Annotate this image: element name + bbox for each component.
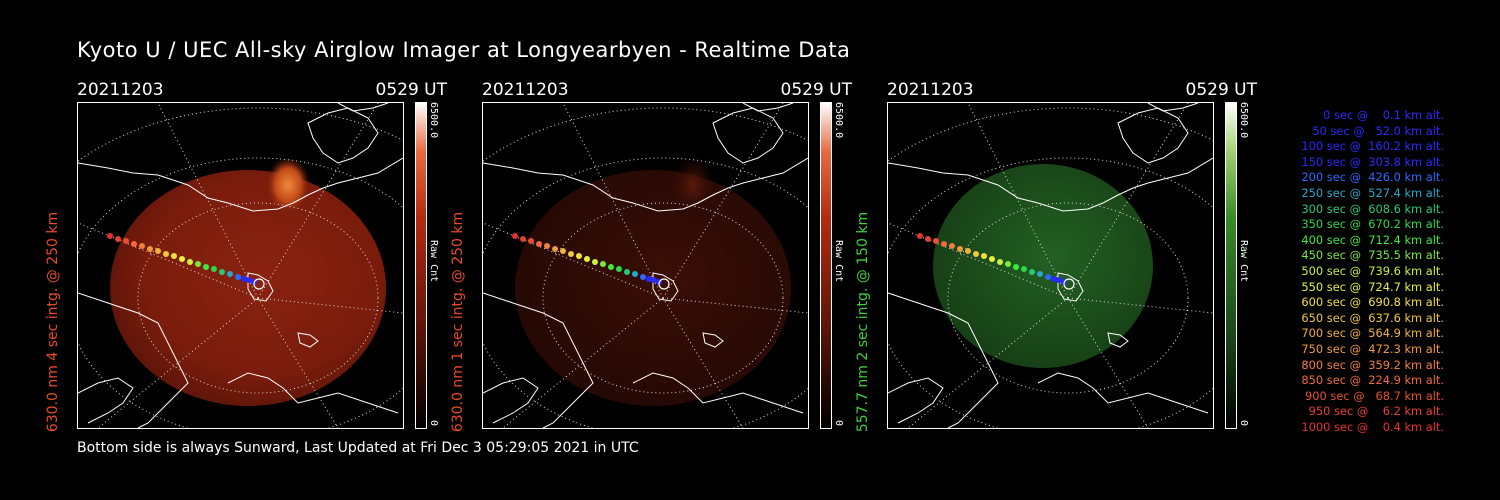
grid-lines [483,103,808,428]
allsky-image [77,102,404,429]
colorbar-label: Raw Cnt [428,240,439,283]
panel-date: 20211203 [77,80,164,100]
colorbar [415,102,427,429]
colorbar-label: Raw Cnt [1238,240,1249,283]
aurora-patch [266,157,310,213]
legend-entry: 850 sec @ 224.9 km alt. [1297,373,1444,388]
panel-date: 20211203 [482,80,569,100]
satellite-track [512,233,670,290]
legend-entry: 900 sec @ 68.7 km alt. [1301,388,1444,403]
allsky-image [482,102,809,429]
legend-entry: 1000 sec @ 0.4 km alt. [1301,419,1444,434]
colorbar-max: 6500.0 [1238,102,1249,139]
coastlines [483,103,808,428]
colorbar-max: 6500.0 [428,102,439,139]
colorbar-min: 0 [428,420,439,427]
legend-entry: 750 sec @ 472.3 km alt. [1297,341,1444,356]
panel-630-1sec: 20211203 0529 UT 630.0 nm 1 sec intg. @ … [450,80,857,432]
legend-entry: 200 sec @ 426.0 km alt. [1297,170,1444,185]
airglow-disk [933,164,1153,368]
legend-entry: 500 sec @ 739.6 km alt. [1297,263,1444,278]
coastlines [78,103,403,428]
aurora-patch [671,157,715,213]
legend-entry: 250 sec @ 527.4 km alt. [1297,185,1444,200]
legend-entry: 150 sec @ 303.8 km alt. [1297,154,1444,169]
footer-note: Bottom side is always Sunward, Last Upda… [77,440,639,456]
colorbar-max: 6500.0 [833,102,844,139]
page-title: Kyoto U / UEC All-sky Airglow Imager at … [77,38,851,62]
legend-entry: 600 sec @ 690.8 km alt. [1297,295,1444,310]
colorbar-min: 0 [1238,420,1249,427]
legend-entry: 700 sec @ 564.9 km alt. [1297,326,1444,341]
satellite-track [107,233,265,290]
legend-entry: 0 sec @ 0.1 km alt. [1312,108,1444,122]
colorbar [820,102,832,429]
allsky-image [887,102,1214,429]
panel-time: 0529 UT [1185,80,1258,100]
satellite-track [917,233,1075,290]
panel-time: 0529 UT [375,80,448,100]
legend-entry: 650 sec @ 637.6 km alt. [1297,310,1444,325]
legend-entry: 550 sec @ 724.7 km alt. [1297,279,1444,294]
legend-entry: 800 sec @ 359.2 km alt. [1297,357,1444,372]
legend-entry: 400 sec @ 712.4 km alt. [1297,232,1444,247]
colorbar-label: Raw Cnt [833,240,844,283]
altitude-legend: 0 sec @ 0.1 km alt. 50 sec @ 52.0 km alt… [1262,108,1444,435]
panel-ylabel: 557.7 nm 2 sec intg. @ 150 km [855,211,871,433]
grid-lines [78,103,403,428]
panel-date: 20211203 [887,80,974,100]
grid-lines [888,103,1213,428]
legend-entry: 450 sec @ 735.5 km alt. [1297,248,1444,263]
panel-ylabel: 630.0 nm 1 sec intg. @ 250 km [450,211,466,433]
legend-entry: 350 sec @ 670.2 km alt. [1297,217,1444,232]
colorbar-min: 0 [833,420,844,427]
legend-entry: 300 sec @ 608.6 km alt. [1297,201,1444,216]
colorbar [1225,102,1237,429]
legend-entry: 100 sec @ 160.2 km alt. [1297,139,1444,154]
panel-ylabel: 630.0 nm 4 sec intg. @ 250 km [45,211,61,433]
panel-time: 0529 UT [780,80,853,100]
legend-entry: 950 sec @ 6.2 km alt. [1305,404,1444,419]
panel-557-2sec: 20211203 0529 UT 557.7 nm 2 sec intg. @ … [855,80,1262,432]
panel-630-4sec: 20211203 0529 UT 630.0 nm 4 sec intg. @ … [45,80,452,432]
legend-entry: 50 sec @ 52.0 km alt. [1305,123,1444,138]
coastlines [888,103,1213,428]
